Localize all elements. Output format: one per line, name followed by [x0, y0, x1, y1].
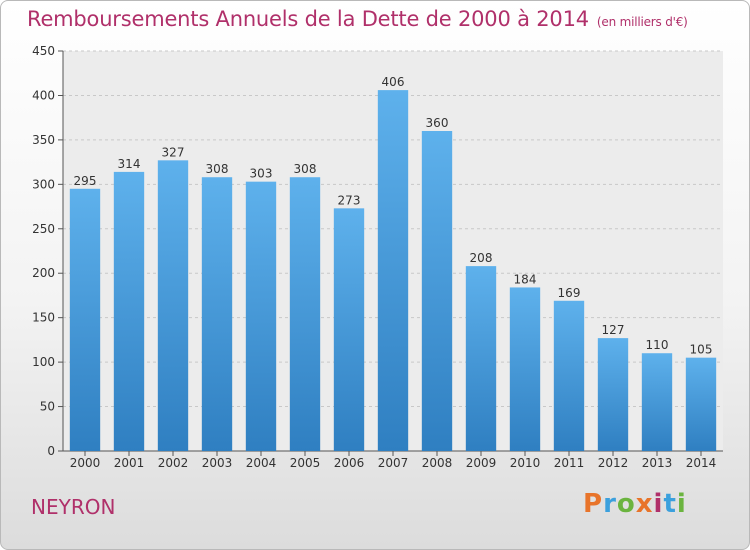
- brand-letter: t: [663, 489, 677, 519]
- chart-title: Remboursements Annuels de la Dette de 20…: [27, 7, 688, 31]
- x-tick-label: 2014: [686, 456, 717, 470]
- brand-letter: P: [583, 489, 604, 519]
- x-tick-label: 2000: [70, 456, 101, 470]
- brand-letter: o: [616, 489, 636, 519]
- y-tick-label: 100: [32, 355, 55, 369]
- y-tick-label: 50: [40, 400, 55, 414]
- x-tick-label: 2004: [246, 456, 277, 470]
- brand-letter: i: [676, 489, 687, 519]
- bar: [289, 177, 321, 451]
- bar: [113, 171, 145, 451]
- y-tick-label: 0: [47, 444, 55, 458]
- y-tick-label: 150: [32, 311, 55, 325]
- x-tick-label: 2009: [466, 456, 497, 470]
- data-label: 169: [558, 286, 581, 300]
- x-tick-label: 2003: [202, 456, 233, 470]
- y-tick-label: 400: [32, 88, 55, 102]
- brand-letter: i: [653, 489, 664, 519]
- x-tick-label: 2013: [642, 456, 673, 470]
- chart-unit: (en milliers d'€): [596, 15, 688, 29]
- brand-logo: Proxiti: [583, 489, 687, 519]
- x-tick-label: 2005: [290, 456, 321, 470]
- bar: [201, 177, 233, 451]
- y-tick-label: 300: [32, 177, 55, 191]
- brand-letter: x: [635, 489, 654, 519]
- y-tick-label: 250: [32, 222, 55, 236]
- x-tick-label: 2011: [554, 456, 585, 470]
- chart-title-text: Remboursements Annuels de la Dette de 20…: [27, 7, 589, 31]
- data-label: 308: [294, 162, 317, 176]
- x-tick-label: 2001: [114, 456, 145, 470]
- data-label: 110: [646, 338, 669, 352]
- bar: [245, 181, 277, 451]
- bar: [685, 357, 717, 451]
- bar: [553, 300, 585, 451]
- bar: [465, 266, 497, 451]
- bar: [69, 188, 101, 451]
- bar: [377, 90, 409, 451]
- x-tick-label: 2002: [158, 456, 189, 470]
- data-label: 295: [74, 174, 97, 188]
- x-tick-label: 2008: [422, 456, 453, 470]
- y-tick-label: 350: [32, 133, 55, 147]
- x-tick-label: 2007: [378, 456, 409, 470]
- data-label: 303: [250, 167, 273, 181]
- data-label: 308: [206, 162, 229, 176]
- data-label: 327: [162, 145, 185, 159]
- data-label: 314: [118, 157, 141, 171]
- bar: [641, 353, 673, 451]
- x-tick-label: 2010: [510, 456, 541, 470]
- bar: [157, 160, 189, 452]
- bar: [333, 208, 365, 451]
- data-label: 208: [470, 251, 493, 265]
- brand-letter: r: [603, 489, 617, 519]
- data-label: 127: [602, 323, 625, 337]
- y-tick-label: 450: [32, 44, 55, 58]
- bar: [421, 131, 453, 451]
- bar: [597, 338, 629, 451]
- data-label: 273: [338, 193, 361, 207]
- bar: [509, 287, 541, 451]
- y-tick-label: 200: [32, 266, 55, 280]
- data-label: 406: [382, 75, 405, 89]
- x-tick-label: 2012: [598, 456, 629, 470]
- data-label: 184: [514, 272, 537, 286]
- data-label: 360: [426, 116, 449, 130]
- city-name: NEYRON: [31, 495, 116, 519]
- data-label: 105: [690, 343, 713, 357]
- x-tick-label: 2006: [334, 456, 365, 470]
